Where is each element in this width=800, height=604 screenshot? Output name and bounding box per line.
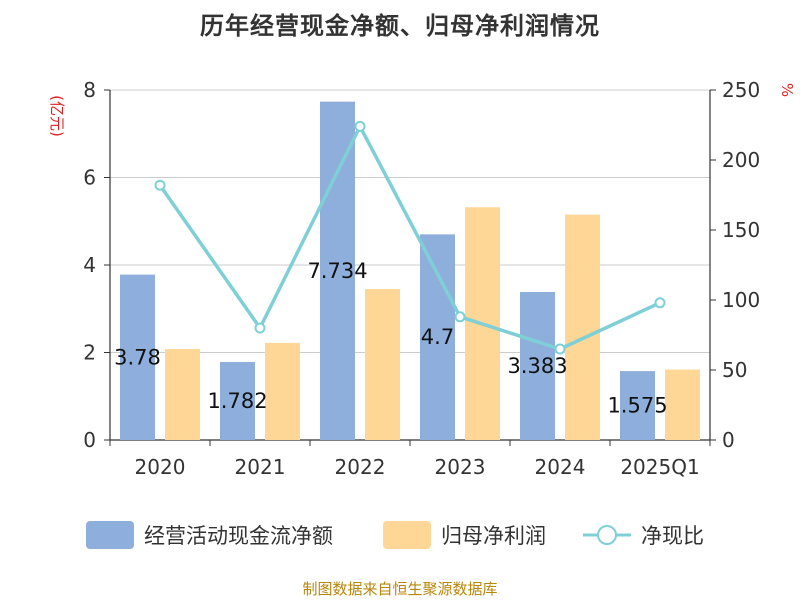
y-left-tick-label: 2	[83, 341, 96, 365]
y-right-tick-label: 200	[722, 148, 760, 172]
y-right-tick-label: 150	[722, 218, 760, 242]
legend-label-ratio: 净现比	[641, 524, 704, 548]
x-tick-label: 2023	[435, 455, 486, 479]
legend-label-cashflow: 经营活动现金流净额	[144, 524, 333, 548]
x-tick-label: 2024	[535, 455, 586, 479]
data-label-cashflow: 1.575	[607, 394, 667, 418]
line-ratio-point	[254, 322, 266, 334]
line-ratio-point	[654, 297, 666, 309]
y-left-tick-label: 0	[83, 428, 96, 452]
bar-net-profit	[265, 342, 300, 440]
y-right-tick-label: 100	[722, 288, 760, 312]
x-tick-label: 2025Q1	[620, 455, 699, 479]
data-label-cashflow: 4.7	[421, 325, 454, 349]
line-ratio	[158, 124, 661, 351]
data-label-cashflow: 1.782	[207, 389, 267, 413]
data-label-cashflow: 3.78	[114, 345, 161, 369]
bar-cashflow	[620, 371, 655, 440]
bar-net-profit	[665, 369, 700, 440]
legend-swatch-net-profit	[383, 521, 431, 549]
bar-net-profit	[365, 289, 400, 440]
x-tick-label: 2021	[235, 455, 286, 479]
x-tick-label: 2022	[335, 455, 386, 479]
data-label-cashflow: 3.383	[507, 354, 567, 378]
legend-swatch-ratio-marker	[597, 525, 617, 545]
y-right-tick-label: 50	[722, 358, 747, 382]
y-left-tick-label: 8	[83, 78, 96, 102]
line-ratio-point	[154, 179, 166, 191]
data-label-cashflow: 7.734	[307, 259, 367, 283]
bar-net-profit	[565, 214, 600, 440]
y-left-axis-label: (亿元)	[48, 95, 66, 137]
x-tick-label: 2020	[135, 455, 186, 479]
y-left-tick-label: 6	[83, 166, 96, 190]
y-right-tick-label: 0	[722, 428, 735, 452]
bar-cashflow	[120, 274, 155, 440]
y-right-tick-label: 250	[722, 78, 760, 102]
bar-cashflow	[220, 362, 255, 440]
y-left-tick-label: 4	[83, 253, 96, 277]
chart-title: 历年经营现金净额、归母净利润情况	[200, 12, 600, 40]
bar-cashflow	[520, 291, 555, 440]
line-ratio-point	[554, 343, 566, 355]
line-ratio-point	[354, 120, 366, 132]
bar-net-profit	[165, 349, 200, 440]
legend-label-net-profit: 归母净利润	[441, 524, 546, 548]
source-note: 制图数据来自恒生聚源数据库	[302, 580, 498, 598]
line-ratio-point	[454, 311, 466, 323]
y-right-axis-label: %	[778, 83, 796, 97]
legend-swatch-cashflow	[86, 521, 134, 549]
bar-cashflow	[320, 101, 355, 440]
bar-cashflow	[420, 234, 455, 440]
